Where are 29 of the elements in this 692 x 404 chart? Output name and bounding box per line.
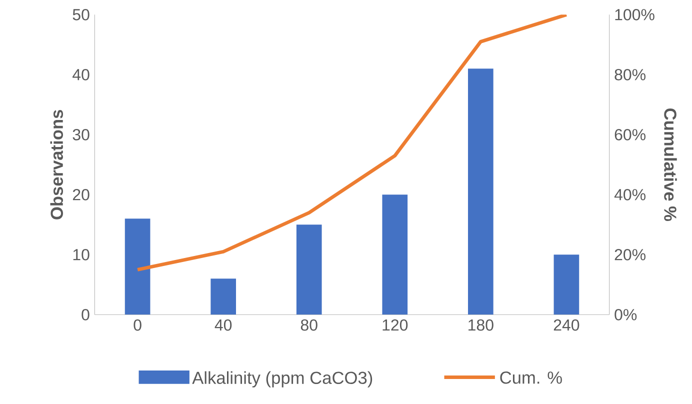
x-tick-label: 240 xyxy=(554,319,580,331)
y-tick-label: 30 xyxy=(72,129,90,140)
bar xyxy=(210,278,236,315)
line-series xyxy=(136,14,568,272)
bar xyxy=(468,68,494,315)
x-tick-label: 120 xyxy=(382,319,408,331)
y2-tick-label: 100% xyxy=(615,9,654,20)
bar xyxy=(124,218,150,315)
bar xyxy=(382,194,408,315)
x-tick-label: 180 xyxy=(468,319,494,331)
y2-tick-label: 0% xyxy=(614,309,637,320)
y2-tick-label: 40% xyxy=(614,189,646,200)
legend-label: Cum. % xyxy=(500,371,562,384)
y2-tick-label: 60% xyxy=(614,129,646,140)
y-axis-title: Observations xyxy=(50,110,64,220)
y2-tick-label: 80% xyxy=(614,69,646,80)
y-tick-label: 40 xyxy=(72,69,90,80)
bar xyxy=(554,254,580,315)
y-tick-label: 10 xyxy=(73,249,90,260)
x-tick-label: 80 xyxy=(300,319,318,331)
x-tick-label: 40 xyxy=(214,319,232,331)
y2-axis-title: Cumulative % xyxy=(664,108,677,222)
y2-tick-label: 20% xyxy=(614,249,646,260)
x-tick-label: 0 xyxy=(134,319,142,331)
y-tick-label: 0 xyxy=(82,309,90,320)
y-tick-label: 50 xyxy=(72,9,90,20)
legend-label: Alkalinity (ppm CaCO3) xyxy=(192,371,372,388)
y-tick-label: 20 xyxy=(72,189,90,200)
bar xyxy=(296,224,322,315)
